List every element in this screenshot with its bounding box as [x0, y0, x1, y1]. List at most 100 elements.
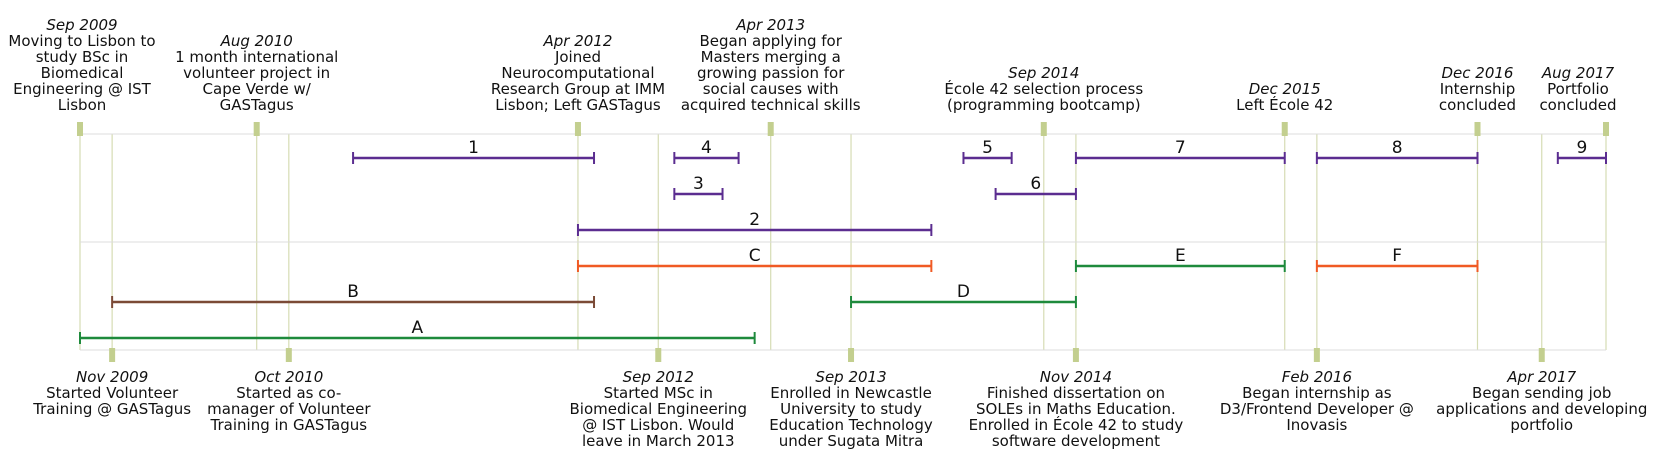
- span-5: 5: [962, 138, 1013, 164]
- span-label: 8: [1392, 138, 1403, 158]
- event-text: Began applying for: [700, 32, 843, 50]
- event-text: study BSc in: [36, 48, 129, 66]
- event-text: Research Group at IMM: [491, 80, 665, 98]
- event-text: portfolio: [1510, 416, 1573, 434]
- date-marker: [574, 122, 581, 136]
- event-date: Apr 2013: [735, 16, 805, 34]
- event-date: Aug 2010: [220, 32, 293, 50]
- event-date: Apr 2017: [1506, 368, 1576, 386]
- span-label: 3: [693, 174, 704, 194]
- event-text: Left École 42: [1236, 95, 1333, 114]
- event-text: Education Technology: [769, 416, 933, 434]
- event-text: social causes with: [703, 80, 839, 98]
- date-marker: [1538, 348, 1545, 362]
- span-6: 6: [994, 174, 1077, 200]
- event-text: Started MSc in: [604, 384, 713, 402]
- event-text: SOLEs in Maths Education.: [976, 400, 1176, 418]
- date-marker: [1040, 122, 1047, 136]
- event-date: Sep 2014: [1008, 64, 1079, 82]
- event-text: Engineering @ IST: [13, 80, 151, 98]
- event-text: (programming bootcamp): [947, 96, 1141, 114]
- span-8: 8: [1315, 138, 1479, 164]
- event-text: acquired technical skills: [681, 96, 861, 114]
- event-text: University to study: [780, 400, 922, 418]
- span-label: 1: [468, 138, 479, 158]
- event-text: Enrolled in Newcastle: [770, 384, 932, 402]
- event-date: Oct 2010: [254, 368, 323, 386]
- span-B: B: [111, 282, 596, 308]
- event-text: manager of Volunteer: [207, 400, 371, 418]
- date-markers: [77, 122, 1609, 362]
- event-text: Finished dissertation on: [987, 384, 1165, 402]
- event-text: Training in GASTagus: [210, 416, 368, 434]
- date-marker: [1603, 122, 1609, 136]
- event-text: Inovasis: [1286, 416, 1347, 434]
- event-text: Began sending job: [1472, 384, 1611, 402]
- event-date: Nov 2009: [76, 368, 148, 386]
- span-label: A: [412, 318, 424, 338]
- event-text: under Sugata Mitra: [779, 432, 924, 450]
- span-label: 6: [1030, 174, 1041, 194]
- span-7: 7: [1074, 138, 1286, 164]
- event-text: Lisbon: [58, 96, 107, 114]
- date-marker: [1313, 348, 1320, 362]
- event-date: Nov 2014: [1040, 368, 1112, 386]
- event-text: concluded: [1539, 96, 1616, 114]
- event-text: leave in March 2013: [582, 432, 735, 450]
- event-text: Training @ GASTagus: [32, 400, 191, 418]
- span-2: 2: [576, 210, 933, 236]
- event-text: D3/Frontend Developer @: [1220, 400, 1414, 418]
- event-text: applications and developing: [1436, 400, 1647, 418]
- span-label: 9: [1576, 138, 1587, 158]
- event-text: Enrolled in École 42 to study: [969, 415, 1184, 434]
- date-marker: [767, 122, 774, 136]
- span-label: 5: [982, 138, 993, 158]
- date-marker: [1474, 122, 1481, 136]
- event-label: Apr 2012JoinedNeurocomputationalResearch…: [491, 32, 665, 114]
- span-D: D: [850, 282, 1077, 308]
- event-date: Dec 2015: [1249, 80, 1321, 98]
- event-text: growing passion for: [697, 64, 845, 82]
- span-E: E: [1074, 246, 1286, 272]
- span-label: C: [749, 246, 761, 266]
- span-label: B: [347, 282, 359, 302]
- span-label: D: [957, 282, 970, 302]
- event-text: Cape Verde w/: [203, 80, 312, 98]
- span-1: 1: [352, 138, 596, 164]
- date-marker: [253, 122, 260, 136]
- span-label: F: [1392, 246, 1402, 266]
- spans: 1 4 5 7 8 9 3 6 2 C E F B D A: [79, 138, 1607, 344]
- event-text: Began internship as: [1242, 384, 1392, 402]
- date-marker: [1072, 348, 1079, 362]
- event-text: volunteer project in: [183, 64, 330, 82]
- span-3: 3: [673, 174, 724, 200]
- event-text: Internship: [1440, 80, 1515, 98]
- event-text: Biomedical: [41, 64, 124, 82]
- span-label: 4: [701, 138, 712, 158]
- band-dividers: [80, 133, 1606, 351]
- date-marker: [109, 348, 116, 362]
- span-C: C: [576, 246, 933, 272]
- span-9: 9: [1556, 138, 1607, 164]
- event-date: Sep 2013: [815, 368, 886, 386]
- event-text: Moving to Lisbon to: [8, 32, 155, 50]
- span-label: E: [1175, 246, 1186, 266]
- event-text: Biomedical Engineering: [570, 400, 748, 418]
- span-label: 7: [1175, 138, 1186, 158]
- event-text: concluded: [1439, 96, 1516, 114]
- event-text: Lisbon; Left GASTagus: [495, 96, 661, 114]
- event-text: Portfolio: [1547, 80, 1609, 98]
- event-date: Apr 2012: [543, 32, 613, 50]
- event-date: Aug 2017: [1541, 64, 1615, 82]
